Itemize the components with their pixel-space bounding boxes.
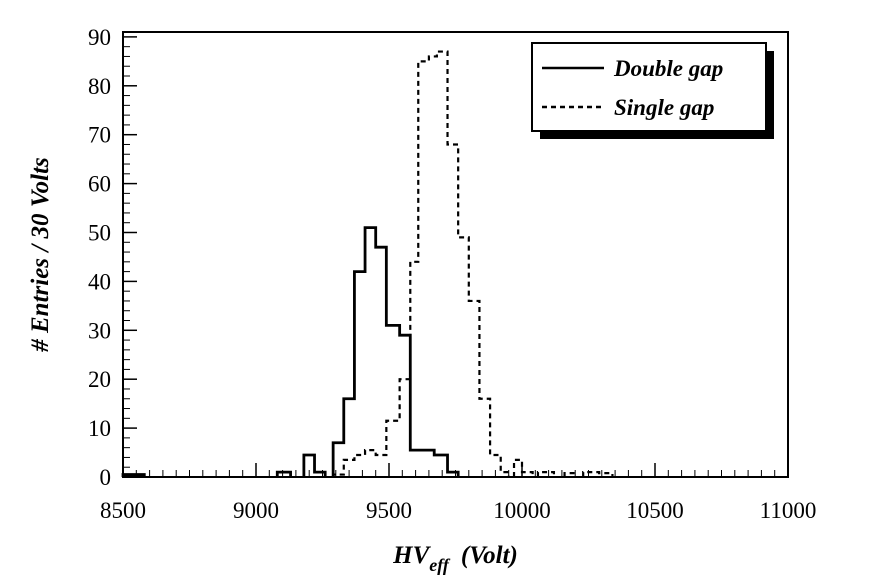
x-tick-label: 9500 <box>366 498 412 523</box>
legend-label-double-gap: Double gap <box>613 56 723 81</box>
plot-frame <box>122 31 789 478</box>
x-axis-label-unit: (Volt) <box>461 542 518 569</box>
x-axis-label: HVeff (Volt) <box>392 542 518 575</box>
ticks-layer: 8500 9000 9500 10000 10500 11000 0 10 20 30 40 50 60… <box>88 25 816 523</box>
legend-label-single-gap: Single gap <box>614 95 714 120</box>
y-tick-label: 40 <box>88 269 111 294</box>
legend: Double gap Single gap <box>531 42 774 139</box>
y-tick-label: 60 <box>88 172 111 197</box>
legend-box <box>531 42 767 132</box>
x-axis-label-sub: eff <box>429 555 451 575</box>
y-tick-label: 10 <box>88 416 111 441</box>
x-tick-label: 10500 <box>626 498 684 523</box>
y-tick-label: 70 <box>88 123 111 148</box>
y-tick-label: 90 <box>88 25 111 50</box>
x-tick-label: 8500 <box>100 498 146 523</box>
y-tick-label: 0 <box>100 465 112 490</box>
y-axis-label: # Entries / 30 Volts <box>27 157 54 353</box>
x-tick-label: 11000 <box>760 498 817 523</box>
y-tick-label: 20 <box>88 367 111 392</box>
x-tick-label: 10000 <box>493 498 551 523</box>
x-tick-label: 9000 <box>233 498 279 523</box>
x-axis-label-main: HV <box>392 542 431 569</box>
y-tick-label: 30 <box>88 318 111 343</box>
y-tick-label: 80 <box>88 74 111 99</box>
series-double-gap <box>121 226 460 477</box>
y-tick-label: 50 <box>88 220 111 245</box>
